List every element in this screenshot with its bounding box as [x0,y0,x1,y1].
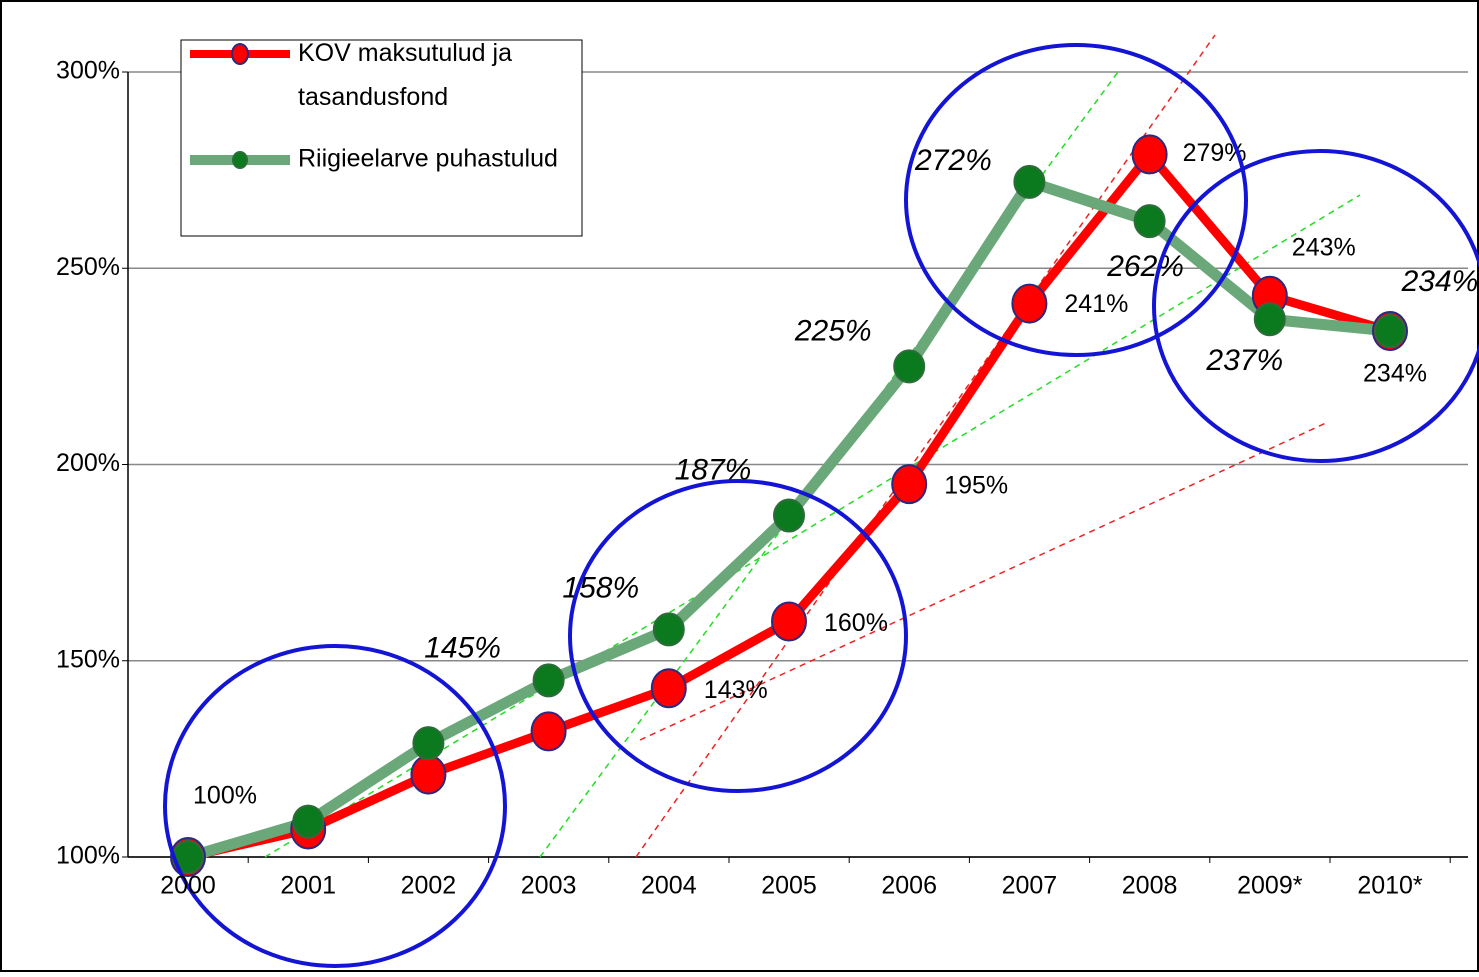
x-tick-label: 2006 [881,872,937,900]
marker [532,663,565,698]
data-label: 237% [1205,344,1283,377]
data-label: 243% [1292,233,1356,261]
marker [1253,302,1286,337]
legend-label: Riigieelarve puhastulud [298,145,558,173]
y-tick-label: 200% [56,449,120,477]
data-label: 241% [1064,290,1128,318]
y-tick-label: 250% [56,253,120,281]
x-tick-label: 2009* [1237,872,1303,900]
marker [893,349,926,384]
marker [412,726,445,761]
data-label: 262% [1106,250,1184,283]
data-label: 160% [824,609,888,637]
legend [180,39,583,237]
data-label: 225% [794,314,872,347]
y-tick-label: 100% [56,842,120,870]
highlight-circle [1152,149,1479,463]
marker [1131,134,1168,175]
marker [650,668,687,709]
marker [1374,314,1406,349]
marker [1011,283,1048,324]
legend-label: KOV maksutulud ja tasandusfond [298,39,512,111]
marker [891,464,928,505]
highlight-circles [163,43,1479,968]
x-tick-label: 2004 [641,872,697,900]
x-tick-label: 2005 [761,872,817,900]
highlight-circle [568,479,908,793]
marker [652,612,685,647]
marker [773,498,805,533]
marker [292,804,325,839]
series-layer: 100%143%160%195%241%279%243%234%145%158%… [170,134,1479,877]
marker [1133,204,1166,239]
marker [771,601,807,642]
trend-line [635,34,1216,858]
legend-marker [231,43,249,65]
data-label: 145% [424,631,501,664]
marker [1013,164,1046,199]
x-tick-label: 2003 [521,872,577,900]
legend-marker [232,151,248,169]
x-tick-label: 2002 [401,872,457,900]
data-label: 143% [704,676,768,704]
data-label: 234% [1363,360,1427,388]
trend-line [639,421,1329,741]
x-tick-label: 2001 [280,872,336,900]
marker [530,711,567,752]
highlight-circle [163,644,507,968]
x-tick-label: 2010* [1357,872,1423,900]
data-label: 100% [193,782,257,810]
data-label: 272% [914,144,992,177]
data-label: 234% [1401,265,1479,298]
data-label: 195% [944,472,1008,500]
trend-line [264,194,1361,858]
highlight-circle [904,43,1248,357]
x-tick-label: 2000 [160,872,216,900]
y-tick-label: 150% [56,645,120,673]
marker [410,754,447,795]
x-tick-label: 2007 [1002,872,1058,900]
y-tick-label: 300% [56,57,120,85]
x-tick-label: 2008 [1122,872,1178,900]
